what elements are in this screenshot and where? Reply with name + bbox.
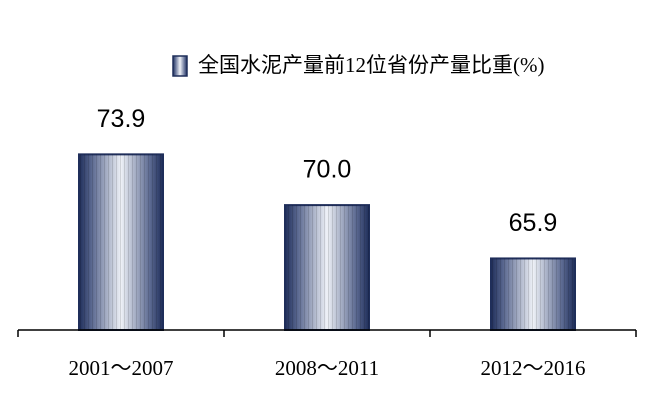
bar-texture: [79, 154, 163, 330]
bar-texture: [491, 258, 575, 330]
x-tick-label: 2001～2007: [69, 356, 174, 380]
bar-texture: [285, 205, 369, 330]
value-label: 65.9: [509, 209, 558, 237]
value-label: 70.0: [303, 156, 352, 184]
value-label: 73.9: [97, 105, 146, 133]
legend-swatch: [172, 55, 188, 77]
x-tick-label: 2008～2011: [275, 356, 379, 380]
legend-label: 全国水泥产量前12位省份产量比重(%): [198, 53, 544, 77]
x-tick-label: 2012～2016: [481, 356, 586, 380]
